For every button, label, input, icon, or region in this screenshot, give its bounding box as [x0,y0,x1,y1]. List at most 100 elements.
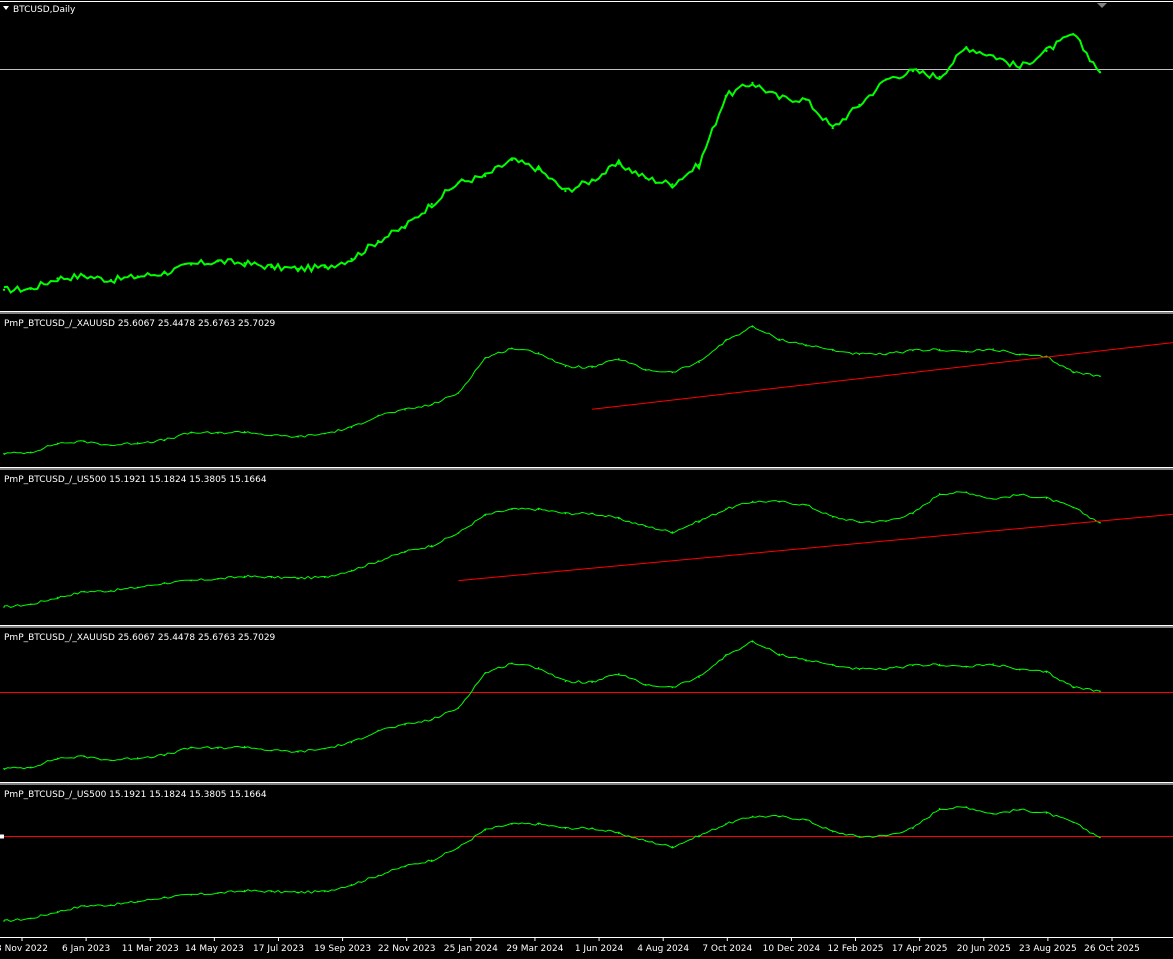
time-tick-label: 19 Sep 2023 [314,944,371,954]
data-point [404,865,406,867]
data-point [885,353,887,356]
data-point [858,353,861,356]
data-point [992,663,994,665]
data-point [1045,671,1048,673]
data-point [56,277,59,280]
data-point [270,265,273,269]
data-point [484,829,487,831]
data-point [965,806,968,808]
data-point [778,815,780,818]
data-point [56,442,59,445]
data-point [751,640,754,643]
data-point [1072,506,1075,509]
data-point [377,874,380,877]
chart-panel-1: BTCUSD,Daily [0,1,1173,312]
data-point [564,189,567,193]
time-tick-label: 4 Aug 2024 [637,944,689,954]
data-point [992,813,994,815]
data-point [858,103,861,107]
data-point [457,392,460,394]
time-tick-label: 25 Jan 2024 [444,944,498,954]
data-point [912,512,914,515]
data-point [270,749,273,752]
time-tick-label: 7 Oct 2024 [702,944,752,954]
trendline[interactable] [592,342,1173,410]
data-point [109,278,113,282]
data-point [457,707,460,709]
data-point [1045,49,1048,53]
indicator-title: PmP_BTCUSD_/_US500 15.1921 15.1824 15.38… [4,475,267,485]
data-point [617,162,620,165]
data-point [671,371,674,374]
chart-panel-2: PmP_BTCUSD_/_XAUUSD 25.6067 25.4478 25.6… [0,312,1173,468]
level-line-handle[interactable] [0,834,4,839]
data-point [29,603,32,606]
data-point [404,550,406,553]
data-point [350,257,353,261]
data-point [136,757,139,759]
ratio-series-line [3,640,1101,770]
data-point [29,287,32,291]
data-point [751,500,754,503]
data-point [618,832,620,835]
indicator-title: PmP_BTCUSD_/_XAUUSD 25.6067 25.4478 25.6… [4,633,276,643]
data-point [243,889,246,892]
data-point [403,225,407,228]
data-point [377,239,380,243]
data-point [350,426,353,429]
data-point [243,430,246,433]
data-point [110,590,112,592]
data-point [698,676,700,678]
data-point [564,827,567,829]
collapse-arrow-icon[interactable] [1097,3,1107,8]
symbol-dropdown-icon[interactable] [3,6,9,10]
time-tick-label: 1 Jun 2024 [575,944,624,954]
data-point [885,668,887,671]
time-tick-label: 26 Oct 2025 [1084,944,1140,954]
data-point [725,823,727,825]
data-point [323,266,326,269]
data-point [136,442,139,444]
data-point [804,98,808,101]
data-point [430,859,433,862]
data-point [29,766,32,769]
data-point [83,905,85,907]
data-point [217,747,219,749]
data-point [190,431,192,434]
data-point [965,46,968,49]
data-point [350,741,353,744]
data-point [404,409,406,411]
data-point [190,579,192,582]
time-tick-label: 11 Mar 2023 [122,944,179,954]
data-point [564,512,567,515]
data-point [858,521,861,523]
data-point [163,582,166,584]
data-point [885,835,887,837]
time-tick-label: 10 Dec 2024 [763,944,821,954]
time-tick-label: 22 Nov 2023 [378,944,436,954]
time-tick-label: 20 Jun 2025 [957,944,1011,954]
data-point [618,517,620,520]
data-point [404,724,406,726]
data-point [778,500,780,503]
data-point [430,403,433,406]
data-point [190,746,192,749]
data-point [457,532,460,534]
data-point [457,181,460,184]
indicator-title: PmP_BTCUSD_/_US500 15.1921 15.1824 15.38… [4,790,267,800]
data-point [83,755,85,758]
data-point [484,514,487,516]
data-point [698,520,700,522]
data-point [243,745,246,748]
data-point [2,288,6,291]
data-point [1045,497,1048,499]
data-point [216,260,220,263]
data-point [564,680,567,683]
data-point [3,767,5,770]
trendline[interactable] [458,513,1173,582]
data-point [698,835,700,837]
time-tick-label: 6 Jan 2023 [62,944,110,954]
data-point [912,827,914,829]
data-point [296,267,300,271]
